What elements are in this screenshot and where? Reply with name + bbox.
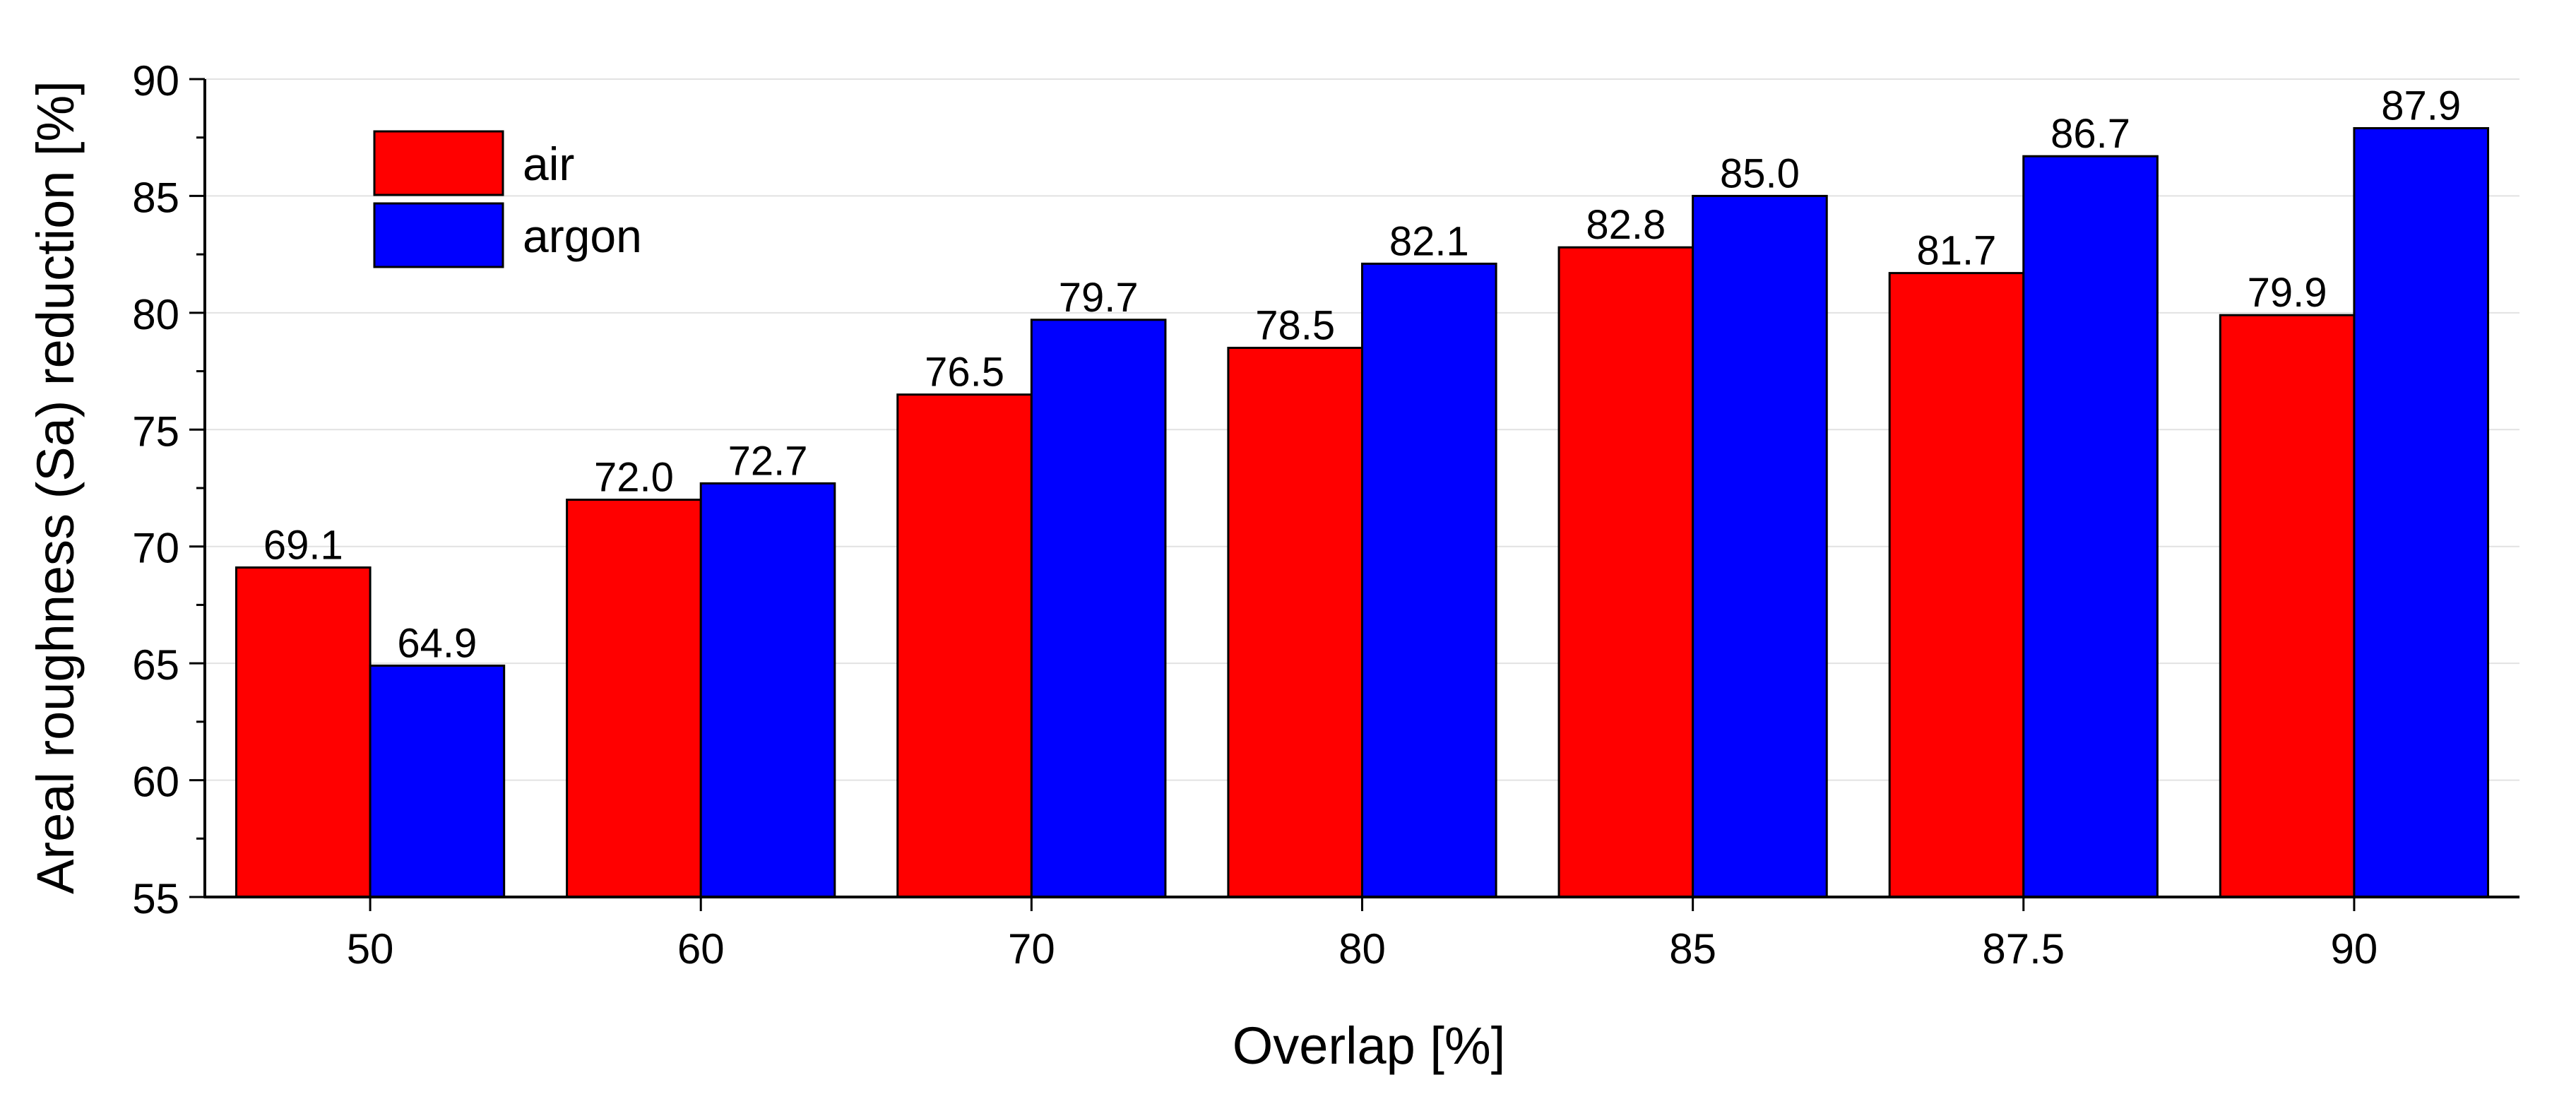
y-tick-label: 55 — [132, 875, 179, 922]
bar-argon — [2353, 126, 2490, 898]
x-tick-label: 87.5 — [1982, 925, 2065, 973]
y-tick-label: 80 — [132, 291, 179, 338]
data-label-air: 76.5 — [925, 350, 1004, 396]
bar-argon — [1030, 319, 1167, 898]
data-label-air: 69.1 — [263, 522, 343, 568]
x-tick-label: 60 — [677, 925, 725, 973]
bar-air — [1888, 272, 2025, 898]
bar-air — [1557, 246, 1694, 898]
legend-swatch-air — [373, 130, 504, 196]
y-tick-label: 60 — [132, 759, 179, 806]
data-label-air: 72.0 — [594, 455, 674, 501]
bar-air — [235, 566, 372, 898]
y-tick-label: 90 — [132, 57, 179, 105]
y-axis-title: Areal roughness (Sa) reduction [%] — [26, 81, 85, 894]
legend-label-argon: argon — [523, 210, 642, 262]
x-tick-label: 70 — [1008, 925, 1055, 973]
data-label-argon: 64.9 — [397, 620, 477, 666]
data-label-argon: 82.1 — [1389, 218, 1469, 264]
bars — [235, 126, 2490, 898]
data-label-argon: 79.7 — [1059, 275, 1139, 321]
data-label-argon: 72.7 — [728, 438, 808, 484]
x-tick-label: 90 — [2331, 925, 2378, 973]
data-label-air: 82.8 — [1586, 202, 1666, 248]
x-tick-label: 85 — [1669, 925, 1716, 973]
x-tick-label: 50 — [347, 925, 394, 973]
y-tick-label: 85 — [132, 174, 179, 221]
y-tick-label: 65 — [132, 641, 179, 689]
bar-argon — [699, 482, 836, 898]
y-tick-label: 70 — [132, 525, 179, 572]
bar-argon — [2022, 155, 2159, 898]
data-labels: 69.1 64.9 72.0 72.7 76.5 79.7 78.5 82.1 82.8 85.0… — [263, 83, 2461, 666]
data-label-argon: 87.9 — [2381, 83, 2461, 129]
bar-air — [1227, 346, 1363, 898]
legend-label-air: air — [523, 138, 574, 190]
x-tick-label: 80 — [1339, 925, 1386, 973]
data-label-argon: 85.0 — [1720, 150, 1800, 196]
bar-argon — [369, 664, 506, 898]
bar-air — [566, 499, 702, 898]
data-label-air: 78.5 — [1255, 302, 1335, 348]
legend-swatch-argon — [373, 202, 504, 268]
bar-air — [896, 393, 1033, 898]
axes: 55 60 65 70 75 80 85 90 50 60 70 80 85 87.5 90 — [132, 57, 2519, 973]
bar-air — [2219, 314, 2356, 898]
bar-argon — [1361, 262, 1497, 898]
data-label-air: 81.7 — [1917, 228, 1997, 274]
data-label-air: 79.9 — [2248, 270, 2327, 316]
x-axis-title: Overlap [%] — [1233, 1016, 1506, 1075]
bar-argon — [1692, 194, 1828, 898]
y-tick-label: 75 — [132, 408, 179, 455]
legend: air argon — [373, 130, 642, 268]
data-label-argon: 86.7 — [2050, 111, 2130, 157]
